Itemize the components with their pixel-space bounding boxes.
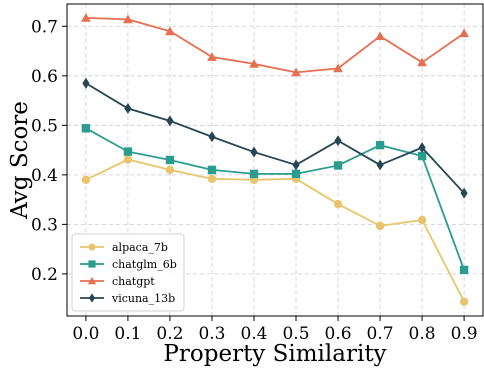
data-point-chatgpt: [249, 59, 259, 68]
legend-item-alpaca_7b: alpaca_7b: [80, 241, 168, 254]
x-tick-label: 0.9: [451, 324, 478, 344]
x-tick-label: 0.3: [198, 324, 225, 344]
data-point-chatglm_6b: [291, 169, 301, 179]
series-chatglm_6b: [81, 124, 469, 275]
data-point-vicuna_13b: [418, 142, 426, 154]
data-point-chatglm_6b: [333, 161, 343, 170]
data-point-chatglm_6b: [207, 165, 217, 175]
y-tick-label: 0.5: [31, 116, 58, 136]
x-tick-label: 0.7: [367, 324, 394, 344]
data-point-vicuna_13b: [250, 146, 258, 158]
data-point-chatgpt: [417, 57, 427, 67]
data-point-alpaca_7b: [333, 199, 343, 209]
y-axis-label: Avg Score: [7, 101, 33, 220]
data-point-chatgpt: [123, 14, 133, 24]
data-point-chatgpt: [375, 31, 385, 41]
data-point-alpaca_7b: [81, 175, 91, 185]
data-point-alpaca_7b: [459, 297, 469, 306]
y-tick-label: 0.4: [31, 166, 58, 186]
data-point-vicuna_13b: [334, 135, 342, 147]
x-axis-label: Property Similarity: [163, 341, 386, 367]
x-tick-label: 0.2: [156, 324, 183, 344]
legend-item-chatgpt: chatgpt: [80, 275, 155, 288]
x-tick-label: 0.5: [282, 324, 309, 344]
data-point-vicuna_13b: [208, 131, 216, 143]
series-line-alpaca_7b: [85, 158, 465, 303]
data-point-chatglm_6b: [417, 151, 427, 161]
y-tick-label: 0.7: [31, 17, 58, 37]
data-point-chatglm_6b: [249, 169, 259, 179]
x-tick-label: 0.0: [72, 324, 99, 344]
legend-label: chatgpt: [112, 275, 155, 288]
legend-label: alpaca_7b: [112, 241, 168, 254]
data-point-vicuna_13b: [82, 77, 90, 89]
data-point-alpaca_7b: [207, 174, 217, 184]
series-line-chatglm_6b: [85, 127, 465, 271]
data-point-chatgpt: [207, 52, 217, 61]
legend-marker: [88, 293, 96, 303]
data-point-chatglm_6b: [81, 124, 91, 133]
data-point-alpaca_7b: [123, 155, 133, 164]
legend-marker: [87, 276, 97, 285]
x-tick-label: 0.8: [409, 324, 436, 344]
series-lines: [81, 13, 469, 306]
series-chatgpt: [81, 13, 469, 77]
y-tick-label: 0.3: [31, 215, 58, 235]
data-point-chatglm_6b: [165, 155, 175, 165]
x-tick-label: 0.4: [240, 324, 267, 344]
data-point-chatgpt: [165, 26, 175, 36]
legend-marker: [88, 243, 96, 251]
data-point-chatgpt: [81, 13, 91, 22]
legend-item-vicuna_13b: vicuna_13b: [80, 292, 175, 305]
data-point-vicuna_13b: [124, 103, 132, 114]
legend-box: [71, 233, 185, 312]
data-point-vicuna_13b: [292, 159, 300, 171]
data-point-alpaca_7b: [165, 165, 175, 175]
data-point-vicuna_13b: [376, 159, 384, 171]
series-vicuna_13b: [82, 77, 468, 199]
data-point-chatgpt: [291, 67, 301, 77]
data-point-vicuna_13b: [460, 187, 468, 199]
legend-label: chatglm_6b: [112, 258, 177, 271]
data-point-chatglm_6b: [459, 265, 469, 275]
data-point-chatgpt: [333, 63, 343, 73]
legend-item-chatglm_6b: chatglm_6b: [80, 258, 177, 271]
data-point-alpaca_7b: [417, 215, 427, 225]
data-point-vicuna_13b: [166, 115, 174, 127]
series-line-vicuna_13b: [85, 82, 465, 194]
x-tick-label: 0.1: [114, 324, 141, 344]
series-alpaca_7b: [81, 155, 469, 306]
data-point-alpaca_7b: [375, 221, 385, 231]
data-point-chatgpt: [459, 28, 469, 38]
axis-ticks: 0.0 0.1 0.2 0.3 0.4 0.5 0.6 0.7 0.8 0.9 0.2 0.3 0.4 0…: [31, 17, 478, 344]
x-tick-label: 0.6: [325, 324, 352, 344]
series-line-chatgpt: [85, 16, 465, 74]
plot-frame: [66, 3, 484, 317]
data-point-chatglm_6b: [123, 147, 133, 156]
legend-marker: [88, 260, 96, 268]
y-tick-label: 0.2: [31, 265, 58, 285]
y-tick-label: 0.6: [31, 67, 58, 87]
legend-label: vicuna_13b: [111, 292, 175, 305]
data-point-chatglm_6b: [375, 140, 385, 150]
